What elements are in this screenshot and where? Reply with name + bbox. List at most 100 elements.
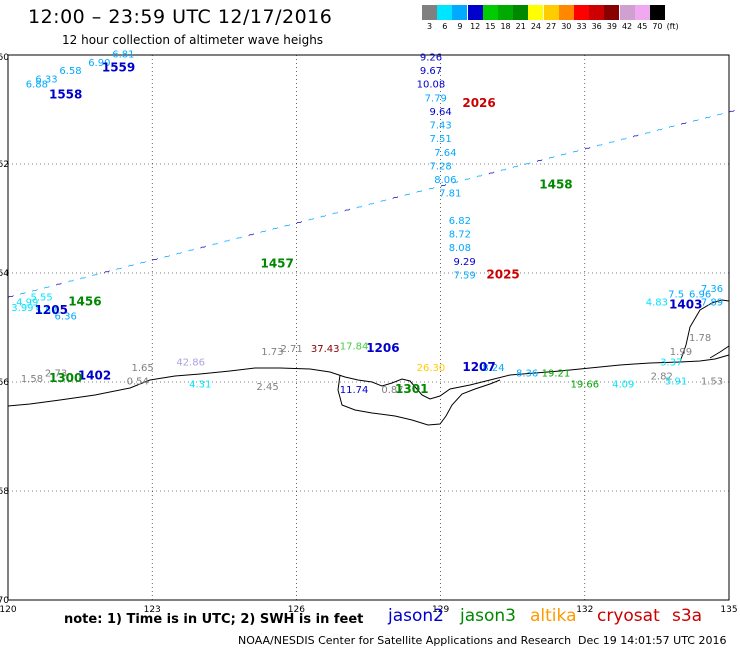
track-mark: ~ xyxy=(367,199,377,211)
scale-label: 6 xyxy=(442,22,448,31)
scale-label: 30 xyxy=(561,22,572,31)
track-mark: ~ xyxy=(619,134,629,146)
track-mark: ~ xyxy=(294,217,304,229)
map-frame xyxy=(7,54,730,601)
swh-value: 9.26 xyxy=(420,52,442,63)
swh-value: 8.06 xyxy=(434,175,456,186)
lon-tick-label: 135 xyxy=(720,605,737,615)
scale-swatch xyxy=(513,5,529,20)
track-mark: ~ xyxy=(391,193,401,205)
track-mark: ~ xyxy=(186,245,196,257)
axis-ticks: 120 123 126 129 132 135 -60 -62 -64 -66 -68 -70 xyxy=(0,53,738,615)
track-mark: ~ xyxy=(355,202,365,214)
scale-cell: 42 xyxy=(619,5,635,31)
coastline-path xyxy=(7,354,730,407)
scale-swatch xyxy=(498,5,514,20)
legend-jason3: jason3 xyxy=(460,606,516,626)
swh-value: 7.89 xyxy=(701,298,723,309)
swh-value: 1.53 xyxy=(701,377,723,388)
track-mark: ~ xyxy=(679,118,689,130)
lat-tick-label: -66 xyxy=(0,378,9,388)
swh-value: 6.36 xyxy=(55,311,77,322)
lat-tick-label: -64 xyxy=(0,269,9,279)
scale-cell: 39 xyxy=(604,5,620,31)
lat-tick-label: -68 xyxy=(0,487,9,497)
track-mark: ~ xyxy=(667,122,677,134)
pass-time-label: 1559 xyxy=(102,60,135,74)
swh-value: 5.55 xyxy=(31,292,53,303)
lon-tick-label: 129 xyxy=(432,605,449,615)
scale-cell: 30 xyxy=(558,5,574,31)
scale-cell: 15 xyxy=(482,5,498,31)
track-mark: ~ xyxy=(150,254,160,266)
track-mark: ~ xyxy=(282,220,292,232)
track-mark: ~ xyxy=(523,159,533,171)
scale-label: 21 xyxy=(515,22,526,31)
generated-timestamp: Dec 19 14:01:57 UTC 2016 xyxy=(578,634,727,647)
swh-value: 3.37 xyxy=(660,358,682,369)
track-mark: ~ xyxy=(499,165,509,177)
swh-value: 7.5 xyxy=(668,290,684,301)
track-mark: ~ xyxy=(6,291,16,303)
scale-label: 15 xyxy=(485,22,496,31)
coastline-island xyxy=(337,374,501,426)
scale-swatch xyxy=(558,5,574,20)
swh-value: 8.08 xyxy=(449,243,471,254)
swh-value: 8.72 xyxy=(449,230,471,241)
track-mark: ~ xyxy=(343,205,353,217)
scale-cell: 24 xyxy=(528,5,544,31)
scale-label: 45 xyxy=(637,22,648,31)
pass-time-label: 1206 xyxy=(366,341,399,355)
scale-swatch xyxy=(573,5,589,20)
lat-tick-label: -70 xyxy=(0,596,9,606)
legend-s3a: s3a xyxy=(672,606,703,626)
track-mark: ~ xyxy=(162,251,172,263)
swh-value: 0.54 xyxy=(127,377,149,388)
pass-time-label: 1205 xyxy=(35,303,68,317)
color-scale: 3 6 9 12 15 18 21 24 27 30 33 36 39 42 45 70 (ft) xyxy=(422,5,680,31)
scale-label: 18 xyxy=(500,22,511,31)
track-mark: ~ xyxy=(631,131,641,143)
track-mark: ~ xyxy=(42,282,52,294)
track-mark: ~ xyxy=(90,270,100,282)
swh-value: 4.09 xyxy=(612,379,634,390)
swh-value: 7.64 xyxy=(434,148,456,159)
scale-cell: 21 xyxy=(513,5,529,31)
swh-value: 9.29 xyxy=(454,257,476,268)
scale-swatch xyxy=(452,5,468,20)
track-mark: ~ xyxy=(439,180,449,192)
scale-label: 12 xyxy=(470,22,481,31)
pass-time-label: 1301 xyxy=(395,382,428,396)
track-mark: ~ xyxy=(331,208,341,220)
footnote: note: 1) Time is in UTC; 2) SWH is in fe… xyxy=(64,612,364,627)
pass-time-label: 1300 xyxy=(49,371,82,385)
swh-value: 19.21 xyxy=(542,369,571,380)
track-mark: ~ xyxy=(475,171,485,183)
track-mark: ~ xyxy=(559,149,569,161)
pass-time-label: 1457 xyxy=(260,257,293,271)
swh-value: 7.81 xyxy=(439,189,461,200)
swh-value: 42.86 xyxy=(176,358,205,369)
track-mark: ~ xyxy=(703,112,713,124)
scale-swatch xyxy=(482,5,498,20)
swh-value: 2.82 xyxy=(651,371,673,382)
scale-label: (ft) xyxy=(666,22,679,31)
pass-time-label: 1558 xyxy=(49,88,82,102)
pass-time-label: 1458 xyxy=(539,178,572,192)
scale-label: 36 xyxy=(591,22,602,31)
track-mark: ~ xyxy=(66,276,76,288)
swh-value: 7.36 xyxy=(701,284,723,295)
scale-swatch xyxy=(649,5,665,20)
track-mark: ~ xyxy=(583,143,593,155)
track-mark: ~ xyxy=(607,137,617,149)
scale-swatch xyxy=(437,5,453,20)
swh-value: 6.88 xyxy=(26,80,48,91)
swh-value: 0.87 xyxy=(381,385,403,396)
swh-value: 5.91 xyxy=(665,377,687,388)
scale-label: 3 xyxy=(427,22,433,31)
track-mark: ~ xyxy=(30,285,40,297)
track-mark: ~ xyxy=(643,128,653,140)
swh-value: 6.33 xyxy=(35,74,57,85)
track-mark: ~ xyxy=(102,267,112,279)
track-mark: ~ xyxy=(306,214,316,226)
